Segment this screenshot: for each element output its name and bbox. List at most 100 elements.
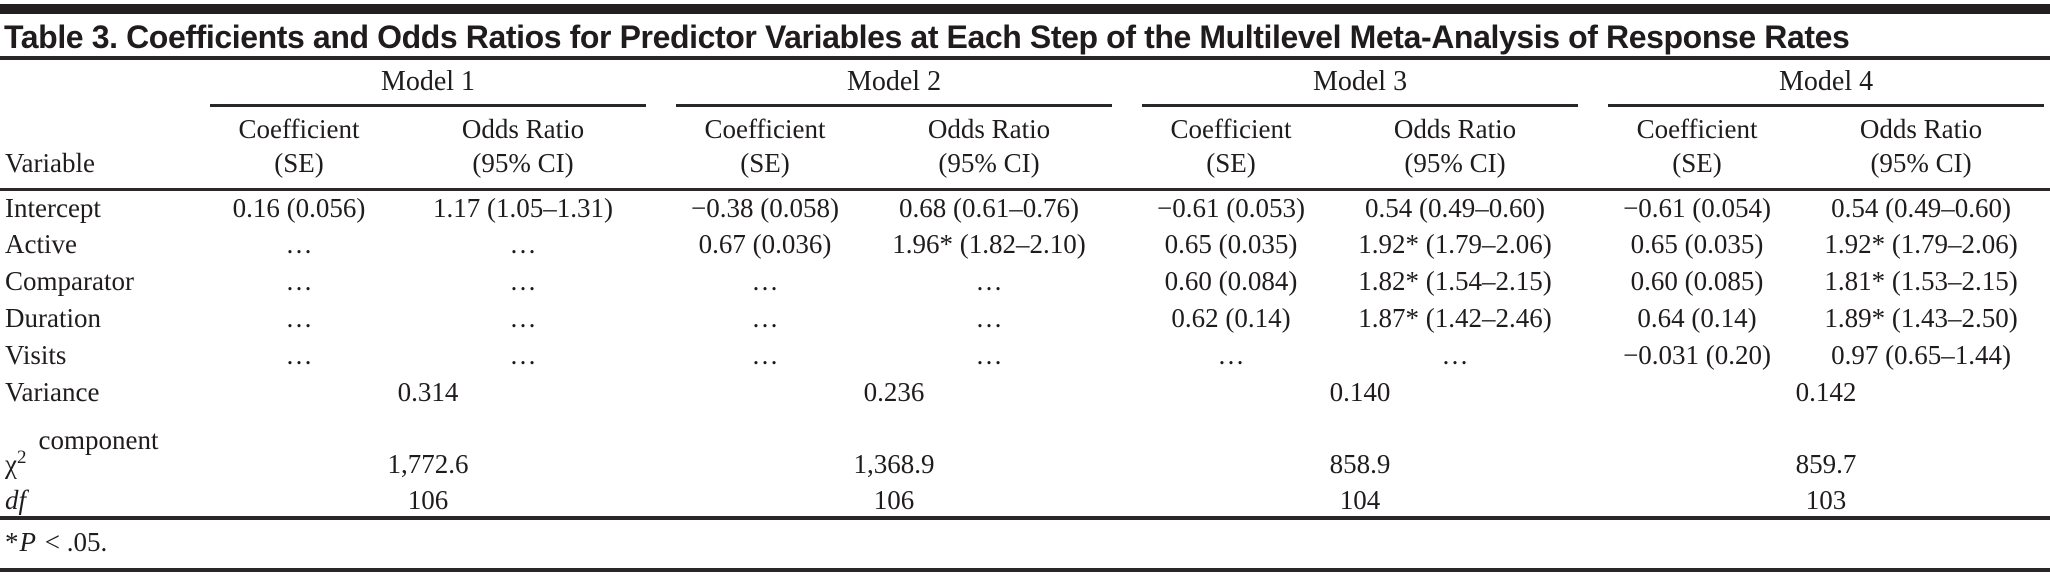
coef-header-line1: Coefficient bbox=[1170, 113, 1292, 144]
odds-header-line1: Odds Ratio bbox=[1393, 113, 1517, 144]
cell: … bbox=[285, 340, 313, 370]
df-model-3: 104 bbox=[1136, 485, 1585, 520]
column-gap bbox=[1118, 374, 1136, 411]
cell: 0.16 (0.056) bbox=[232, 192, 366, 223]
column-gap bbox=[1118, 226, 1136, 263]
m2-odds-ratio-header: Odds Ratio (95% CI) bbox=[860, 107, 1119, 191]
cell: 0.97 (0.65–1.44) bbox=[1831, 340, 2012, 370]
column-gap bbox=[1118, 60, 1136, 107]
column-gap bbox=[1584, 189, 1602, 226]
row-label-df: df bbox=[0, 485, 204, 520]
chi-component-word: component bbox=[38, 425, 159, 455]
row-label: Active bbox=[5, 229, 77, 259]
footnote: *P < .05. bbox=[0, 518, 2050, 572]
column-gap bbox=[652, 300, 670, 337]
cell: 0.65 (0.035) bbox=[1164, 229, 1298, 259]
m1-coefficient-header: Coefficient (SE) bbox=[204, 107, 394, 191]
column-gap bbox=[652, 60, 670, 107]
odds-header-line2: (95% CI) bbox=[472, 147, 574, 178]
odds-header-line1: Odds Ratio bbox=[461, 113, 585, 144]
m3-odds-ratio-header: Odds Ratio (95% CI) bbox=[1326, 107, 1585, 191]
chi-model-2: 1,368.9 bbox=[853, 449, 935, 479]
model-3-spanner: Model 3 bbox=[1136, 60, 1584, 107]
column-gap bbox=[1118, 189, 1136, 226]
cell: … bbox=[285, 266, 313, 296]
column-gap bbox=[652, 107, 671, 191]
cell: … bbox=[509, 229, 537, 259]
row-df: df 106 106 104 103 bbox=[0, 485, 2050, 520]
cell: … bbox=[285, 303, 313, 333]
model-3-label: Model 3 bbox=[1312, 66, 1408, 97]
column-gap bbox=[1118, 300, 1136, 337]
m4-odds-ratio-header: Odds Ratio (95% CI) bbox=[1792, 107, 2050, 191]
cell: … bbox=[509, 266, 537, 296]
row-duration: Duration … … … … 0.62 (0.14) 1.87* (1.42… bbox=[0, 300, 2050, 337]
coef-header-line2: (SE) bbox=[740, 147, 790, 178]
cell: … bbox=[751, 266, 779, 296]
row-intercept: Intercept 0.16 (0.056) 1.17 (1.05–1.31) … bbox=[0, 189, 2050, 226]
m2-coefficient-header: Coefficient (SE) bbox=[670, 107, 861, 191]
column-gap bbox=[1584, 226, 1602, 263]
column-gap bbox=[1584, 374, 1602, 411]
cell: 1.96* (1.82–2.10) bbox=[892, 229, 1086, 259]
top-rule bbox=[0, 4, 2050, 14]
cell: 1.82* (1.54–2.15) bbox=[1358, 266, 1552, 296]
m3-coefficient-header: Coefficient (SE) bbox=[1136, 107, 1327, 191]
cell: 1.89* (1.43–2.50) bbox=[1824, 303, 2018, 333]
cell: … bbox=[975, 266, 1003, 296]
df-model-2: 106 bbox=[670, 485, 1119, 520]
odds-header-line2: (95% CI) bbox=[938, 147, 1040, 178]
column-gap bbox=[652, 485, 671, 520]
df-model-4: 103 bbox=[1602, 485, 2050, 520]
model-2-label: Model 2 bbox=[846, 66, 942, 97]
column-gap bbox=[1584, 60, 1602, 107]
table-title: Table 3. Coefficients and Odds Ratios fo… bbox=[0, 14, 2050, 60]
cell: 0.60 (0.085) bbox=[1630, 266, 1764, 296]
row-label: Comparator bbox=[5, 266, 134, 296]
chi-model-1: 1,772.6 bbox=[387, 449, 469, 479]
cell: … bbox=[509, 303, 537, 333]
results-table: Model 1 Model 2 Model 3 Model 4 Variable… bbox=[0, 60, 2050, 572]
column-gap bbox=[652, 189, 670, 226]
cell: −0.38 (0.058) bbox=[691, 192, 839, 223]
cell: … bbox=[1217, 340, 1245, 370]
cell: 0.62 (0.14) bbox=[1171, 303, 1291, 333]
spanner-variable-spacer bbox=[0, 60, 204, 107]
m1-odds-ratio-header: Odds Ratio (95% CI) bbox=[394, 107, 653, 191]
variance-model-2: 0.236 bbox=[863, 377, 925, 407]
column-header-row: Variable Coefficient (SE) Odds Ratio (95% … bbox=[0, 107, 2050, 191]
row-label: Visits bbox=[5, 340, 67, 370]
footnote-row: *P < .05. bbox=[0, 518, 2050, 572]
column-gap bbox=[652, 226, 670, 263]
cell: 0.68 (0.61–0.76) bbox=[899, 192, 1080, 223]
cell: −0.61 (0.054) bbox=[1623, 192, 1772, 223]
table-number: Table 3. bbox=[4, 19, 118, 55]
chi-letter: χ bbox=[5, 449, 17, 479]
odds-header-line2: (95% CI) bbox=[1404, 147, 1506, 178]
row-label: Intercept bbox=[5, 192, 101, 223]
cell: 0.64 (0.14) bbox=[1637, 303, 1757, 333]
cell: 0.60 (0.084) bbox=[1164, 266, 1298, 296]
row-label-chi-square: χ2 component bbox=[0, 411, 204, 485]
cell: … bbox=[751, 340, 779, 370]
coef-header-line2: (SE) bbox=[1672, 147, 1722, 178]
cell: … bbox=[975, 340, 1003, 370]
footnote-text: < .05. bbox=[38, 526, 108, 557]
model-4-label: Model 4 bbox=[1779, 66, 1874, 97]
paper-table-figure: Table 3. Coefficients and Odds Ratios fo… bbox=[0, 4, 2050, 583]
column-gap bbox=[1118, 107, 1137, 191]
row-visits: Visits … … … … … … −0.031 (0.20) 0.97 (0… bbox=[0, 337, 2050, 374]
column-gap bbox=[1584, 300, 1602, 337]
column-gap bbox=[1584, 107, 1603, 191]
column-gap bbox=[1584, 263, 1602, 300]
row-active: Active … … 0.67 (0.036) 1.96* (1.82–2.10… bbox=[0, 226, 2050, 263]
column-gap bbox=[1118, 337, 1136, 374]
model-spanner-row: Model 1 Model 2 Model 3 Model 4 bbox=[0, 60, 2050, 107]
chi-superscript: 2 bbox=[16, 447, 27, 468]
model-2-spanner: Model 2 bbox=[670, 60, 1118, 107]
odds-header-line2: (95% CI) bbox=[1870, 147, 1972, 178]
cell: 0.65 (0.035) bbox=[1630, 229, 1764, 259]
column-gap bbox=[652, 411, 670, 485]
model-1-spanner: Model 1 bbox=[204, 60, 652, 107]
row-comparator: Comparator … … … … 0.60 (0.084) 1.82* (1… bbox=[0, 263, 2050, 300]
